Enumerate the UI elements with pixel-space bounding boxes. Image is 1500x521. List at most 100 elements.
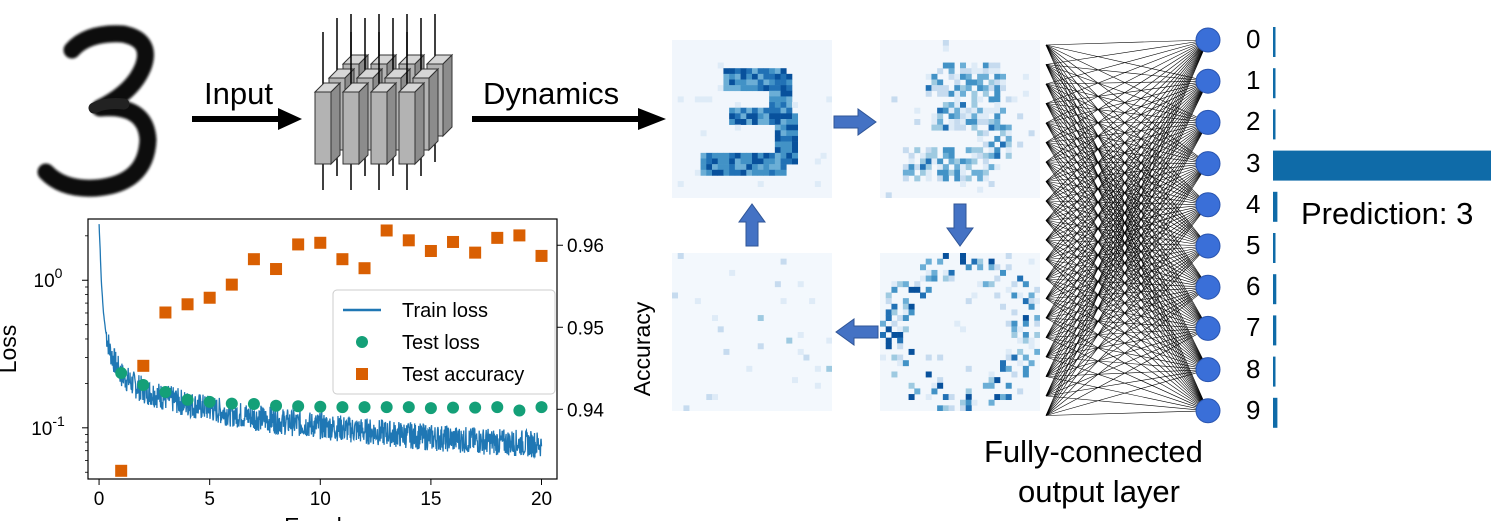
fc-connection — [1045, 80, 1209, 104]
fc-connection — [1045, 286, 1209, 319]
heatmap-pixel — [891, 371, 898, 378]
heatmap-pixel — [988, 258, 995, 265]
heatmap-pixel — [757, 79, 764, 86]
heatmap-pixel — [814, 158, 821, 165]
fc-connection — [1045, 39, 1209, 358]
heatmap-pixel — [774, 96, 781, 103]
heatmap-pixel — [1022, 73, 1029, 80]
x-tick-label: 0 — [94, 489, 105, 510]
heatmap-pixel — [769, 152, 776, 159]
y-tick-exponent: -1 — [52, 413, 65, 429]
fc-connection — [1045, 278, 1209, 288]
heatmap-pixel — [891, 303, 898, 310]
test-accuracy-point — [159, 306, 172, 319]
heatmap-pixel — [740, 169, 747, 176]
heatmap-pixel — [780, 169, 787, 176]
heatmap-pixel — [977, 147, 984, 154]
fc-connection — [1045, 181, 1209, 288]
heatmap-pixel — [763, 73, 770, 80]
heatmap-pixel — [763, 68, 770, 75]
fc-connection — [1045, 39, 1209, 377]
output-node-7 — [1195, 315, 1221, 341]
heatmap-pixel — [757, 343, 764, 350]
fc-connection — [1045, 369, 1209, 397]
heatmap-pixel — [965, 164, 972, 171]
heatmap-pixel — [914, 119, 921, 125]
heatmap-pixel — [914, 175, 921, 182]
fc-connection — [1045, 317, 1209, 370]
x-axis-label: Epochs — [284, 513, 361, 521]
fc-connection — [1045, 83, 1209, 288]
prediction-bar-4 — [1273, 191, 1278, 222]
heatmap-pixel — [931, 147, 938, 154]
heatmap-pixel — [977, 113, 984, 120]
fc-connection — [1045, 204, 1209, 358]
heatmap-pixel — [792, 130, 799, 137]
heatmap-pixel — [752, 68, 759, 75]
heatmap-pixel — [1005, 264, 1012, 271]
heatmap-pixel — [1017, 337, 1024, 344]
legend-box — [332, 289, 556, 395]
fc-connection — [1045, 122, 1209, 397]
fc-connection — [1045, 220, 1209, 329]
heatmap-pixel — [971, 96, 978, 103]
arrow-left-icon — [835, 318, 879, 346]
heatmap-pixel — [1028, 303, 1035, 310]
fc-connection — [1045, 259, 1209, 329]
fc-connection — [1045, 80, 1209, 241]
heatmap-pixel — [931, 158, 938, 165]
heatmap-pixel — [769, 158, 776, 165]
heatmap-pixel — [977, 281, 984, 288]
heatmap-pixel — [948, 147, 955, 154]
fc-connection — [1045, 44, 1209, 247]
heatmap-pixel — [885, 315, 892, 322]
heatmap-pixel — [1022, 90, 1029, 97]
heatmap-pixel — [994, 62, 1001, 69]
heatmap-pixel — [786, 90, 793, 97]
fc-connection — [1045, 239, 1209, 288]
fc-connection — [1045, 369, 1209, 416]
fc-connection — [1045, 200, 1209, 247]
heatmap-pixel — [960, 253, 967, 259]
heatmap-pixel — [820, 152, 827, 159]
heatmap-pixel — [971, 68, 978, 75]
heatmap-pixel — [988, 371, 995, 378]
fc-connection — [1045, 142, 1209, 164]
state-panel-diffuse — [880, 40, 1040, 198]
heatmap-pixel — [786, 119, 793, 125]
heatmap-pixel — [1011, 96, 1018, 103]
x-tick-label: 15 — [420, 489, 441, 510]
output-node-9 — [1195, 398, 1221, 424]
heatmap-pixel — [948, 405, 955, 411]
heatmap-pixel — [965, 73, 972, 80]
heatmap-pixel — [1005, 382, 1012, 389]
heatmap-pixel — [746, 79, 753, 86]
heatmap-pixel — [774, 124, 781, 131]
fc-connection — [1045, 44, 1209, 164]
heatmap-pixel — [1011, 292, 1018, 299]
test-accuracy-point — [270, 263, 283, 276]
heatmap-pixel — [763, 107, 770, 114]
heatmap-pixel — [925, 258, 932, 265]
input-digit-image — [28, 12, 168, 202]
heatmap-pixel — [792, 119, 799, 125]
heatmap-pixel — [982, 281, 989, 288]
prediction-bar-1 — [1273, 68, 1276, 99]
heatmap-pixel — [1005, 348, 1012, 355]
heatmap-pixel — [1022, 365, 1029, 372]
heatmap-pixel — [982, 164, 989, 171]
heatmap-pixel — [994, 264, 1001, 271]
heatmap-pixel — [786, 96, 793, 103]
fc-connection — [1045, 410, 1209, 416]
fc-connection — [1045, 142, 1209, 329]
heatmap-pixel — [763, 164, 770, 171]
heatmap-pixel — [1022, 315, 1029, 322]
heatmap-pixel — [746, 107, 753, 114]
fc-connection — [1045, 204, 1209, 280]
test-accuracy-point — [402, 234, 415, 247]
heatmap-pixel — [700, 164, 707, 171]
output-digit-3: 3 — [1246, 147, 1261, 178]
heatmap-pixel — [931, 79, 938, 86]
heatmap-pixel — [786, 135, 793, 142]
heatmap-pixel — [1017, 348, 1024, 355]
